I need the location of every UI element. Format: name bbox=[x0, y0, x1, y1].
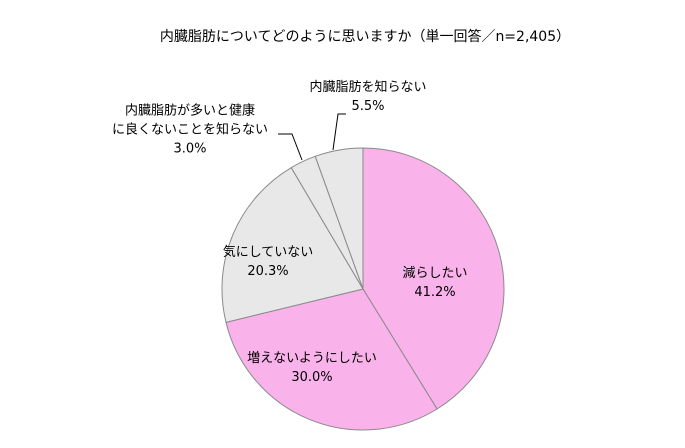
value-label: 30.0% bbox=[291, 370, 333, 385]
category-label: 気にしていない bbox=[222, 245, 314, 260]
pie-slice bbox=[314, 147, 364, 290]
slice-label: 減らしたい 41.2% bbox=[402, 264, 467, 302]
category-label: 増えないようにしたい bbox=[247, 351, 377, 366]
value-label: 41.2% bbox=[414, 285, 456, 300]
slice-label: 増えないようにしたい 30.0% bbox=[247, 349, 377, 387]
value-label: 5.5% bbox=[351, 99, 385, 114]
category-label: 内臓脂肪が多いと健康 に良くないことを知らない bbox=[111, 103, 269, 138]
slice-label: 内臓脂肪が多いと健康 に良くないことを知らない 3.0% bbox=[112, 102, 268, 159]
pie-slice bbox=[221, 166, 364, 323]
pie-slice bbox=[225, 288, 438, 431]
value-label: 3.0% bbox=[173, 141, 207, 157]
chart-title: 内臓脂肪についてどのように思いますか（単一回答／n=2,405） bbox=[159, 29, 571, 45]
leader-line bbox=[332, 113, 346, 151]
value-label: 20.3% bbox=[247, 264, 289, 279]
slice-label: 内臓脂肪を知らない 5.5% bbox=[309, 78, 426, 116]
category-label: 内臓脂肪を知らない bbox=[309, 80, 427, 95]
slice-label: 気にしていない 20.3% bbox=[223, 243, 314, 281]
leader-line bbox=[278, 133, 303, 161]
category-label: 減らしたい bbox=[402, 266, 468, 281]
pie-slice bbox=[362, 147, 505, 410]
